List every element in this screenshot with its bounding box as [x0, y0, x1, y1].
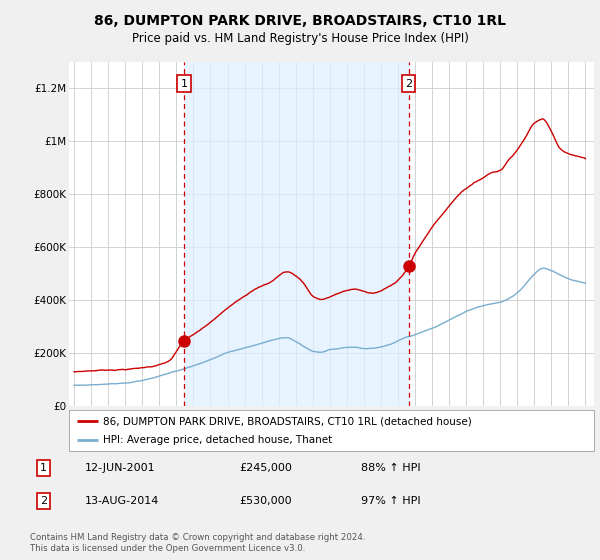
Text: 1: 1	[40, 463, 47, 473]
Text: 88% ↑ HPI: 88% ↑ HPI	[361, 463, 421, 473]
Text: 12-JUN-2001: 12-JUN-2001	[85, 463, 156, 473]
Text: HPI: Average price, detached house, Thanet: HPI: Average price, detached house, Than…	[103, 435, 332, 445]
Text: 2: 2	[40, 496, 47, 506]
Text: 13-AUG-2014: 13-AUG-2014	[85, 496, 160, 506]
Text: £245,000: £245,000	[240, 463, 293, 473]
Text: £530,000: £530,000	[240, 496, 292, 506]
Text: 1: 1	[181, 79, 188, 89]
Text: 86, DUMPTON PARK DRIVE, BROADSTAIRS, CT10 1RL: 86, DUMPTON PARK DRIVE, BROADSTAIRS, CT1…	[94, 14, 506, 28]
Text: 97% ↑ HPI: 97% ↑ HPI	[361, 496, 421, 506]
Text: Price paid vs. HM Land Registry's House Price Index (HPI): Price paid vs. HM Land Registry's House …	[131, 32, 469, 45]
Text: 2: 2	[405, 79, 412, 89]
Text: Contains HM Land Registry data © Crown copyright and database right 2024.
This d: Contains HM Land Registry data © Crown c…	[30, 533, 365, 553]
Text: 86, DUMPTON PARK DRIVE, BROADSTAIRS, CT10 1RL (detached house): 86, DUMPTON PARK DRIVE, BROADSTAIRS, CT1…	[103, 417, 472, 427]
Bar	[184, 62, 409, 406]
